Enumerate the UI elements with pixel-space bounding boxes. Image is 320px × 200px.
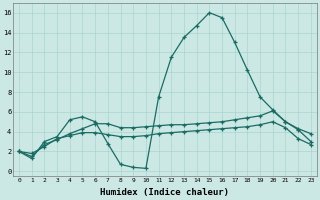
X-axis label: Humidex (Indice chaleur): Humidex (Indice chaleur)	[100, 188, 229, 197]
